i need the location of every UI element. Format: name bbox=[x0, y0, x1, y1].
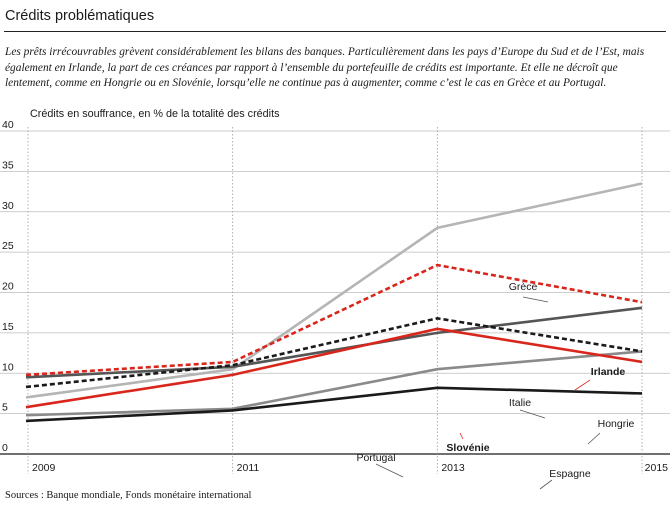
leader-line-italie bbox=[519, 409, 546, 419]
y-tick-label: 0 bbox=[2, 442, 8, 454]
y-tick-label: 20 bbox=[2, 281, 14, 293]
y-tick-label: 15 bbox=[2, 321, 14, 333]
x-tick-label: 2011 bbox=[237, 462, 260, 474]
series-label-grece: Grèce bbox=[509, 281, 538, 293]
series-line-irlande bbox=[25, 263, 643, 377]
series-line-portugal bbox=[25, 350, 643, 417]
series-label-irlande: Irlande bbox=[591, 366, 626, 378]
chart-title: Crédits problématiques bbox=[5, 8, 155, 24]
title-rule bbox=[4, 31, 666, 32]
x-tick-label: 2009 bbox=[32, 462, 56, 474]
x-tick-label: 2015 bbox=[645, 462, 669, 474]
leader-line-grece bbox=[522, 296, 549, 303]
y-tick-label: 30 bbox=[2, 200, 14, 212]
series-line-grece bbox=[25, 182, 643, 399]
leader-line-portugal bbox=[375, 463, 404, 478]
source-note: Sources : Banque mondiale, Fonds monétai… bbox=[5, 490, 252, 501]
leader-line-slovenie bbox=[459, 432, 464, 440]
y-tick-label: 10 bbox=[2, 361, 14, 373]
line-chart: 0 5 10 15 20 25 30 35 40 2009 2011 2013 2015 Grèce Irl… bbox=[0, 119, 670, 490]
leader-line-espagne bbox=[539, 479, 553, 490]
series-label-hongrie: Hongrie bbox=[598, 418, 635, 430]
series-line-slovenie bbox=[25, 327, 643, 409]
series-label-portugal: Portugal bbox=[356, 452, 395, 464]
intro-text: Les prêts irrécouvrables grèvent considé… bbox=[5, 46, 645, 89]
series-line-hongrie bbox=[25, 317, 643, 389]
series-line-italie bbox=[25, 306, 643, 379]
y-tick-label: 5 bbox=[2, 402, 8, 414]
y-axis-label: Crédits en souffrance, en % de la totali… bbox=[30, 108, 280, 120]
series-label-espagne: Espagne bbox=[549, 468, 591, 480]
leader-line-irlande bbox=[574, 379, 591, 391]
y-tick-label: 40 bbox=[2, 119, 14, 131]
series-label-italie: Italie bbox=[509, 397, 531, 409]
x-tick-label: 2013 bbox=[441, 462, 465, 474]
leader-line-hongrie bbox=[587, 432, 601, 445]
y-tick-label: 35 bbox=[2, 159, 14, 171]
y-tick-label: 25 bbox=[2, 240, 14, 252]
series-line-espagne bbox=[25, 386, 643, 423]
series-label-slovenie: Slovénie bbox=[446, 442, 489, 454]
chart-area: 0 5 10 15 20 25 30 35 40 2009 2011 2013 2015 Grèce Irl… bbox=[0, 100, 670, 490]
